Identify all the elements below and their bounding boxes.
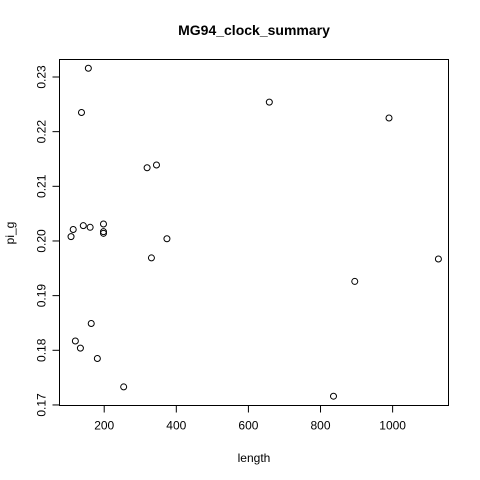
y-tick-label: 0.23: [35, 65, 49, 89]
y-tick-label: 0.20: [35, 229, 49, 253]
x-axis: 200 400 600 800 1000: [94, 405, 406, 433]
y-tick-label: 0.19: [35, 284, 49, 308]
plot-frame: [59, 59, 449, 406]
x-tick-label: 600: [238, 419, 258, 433]
data-point: [93, 354, 101, 362]
y-axis-label: pi_g: [3, 222, 17, 245]
data-point: [434, 255, 442, 263]
data-point: [71, 337, 79, 345]
data-point: [163, 235, 171, 243]
data-point: [385, 114, 393, 122]
y-axis: 0.17 0.18 0.19 0.20 0.21 0.22 0.23: [35, 65, 60, 417]
data-point: [120, 383, 128, 391]
data-point: [76, 344, 84, 352]
data-point: [69, 225, 77, 233]
x-tick-label: 1000: [379, 419, 406, 433]
y-tick-label: 0.18: [35, 338, 49, 362]
data-point: [84, 64, 92, 72]
data-point: [79, 222, 87, 230]
data-point: [147, 254, 155, 262]
x-axis-label: length: [238, 451, 271, 465]
data-points: [67, 64, 442, 400]
data-point: [77, 109, 85, 117]
data-point: [152, 161, 160, 169]
data-point: [86, 223, 94, 231]
x-tick-label: 200: [94, 419, 114, 433]
y-tick-label: 0.22: [35, 120, 49, 144]
data-point: [329, 392, 337, 400]
y-tick-label: 0.21: [35, 174, 49, 198]
data-point: [143, 164, 151, 172]
data-point: [87, 320, 95, 328]
data-point: [265, 98, 273, 106]
data-point: [99, 229, 107, 237]
x-tick-label: 800: [311, 419, 331, 433]
chart-title: MG94_clock_summary: [178, 22, 330, 38]
x-tick-label: 400: [166, 419, 186, 433]
y-tick-label: 0.17: [35, 393, 49, 417]
data-point: [67, 233, 75, 241]
data-point: [351, 277, 359, 285]
data-point: [99, 220, 107, 228]
